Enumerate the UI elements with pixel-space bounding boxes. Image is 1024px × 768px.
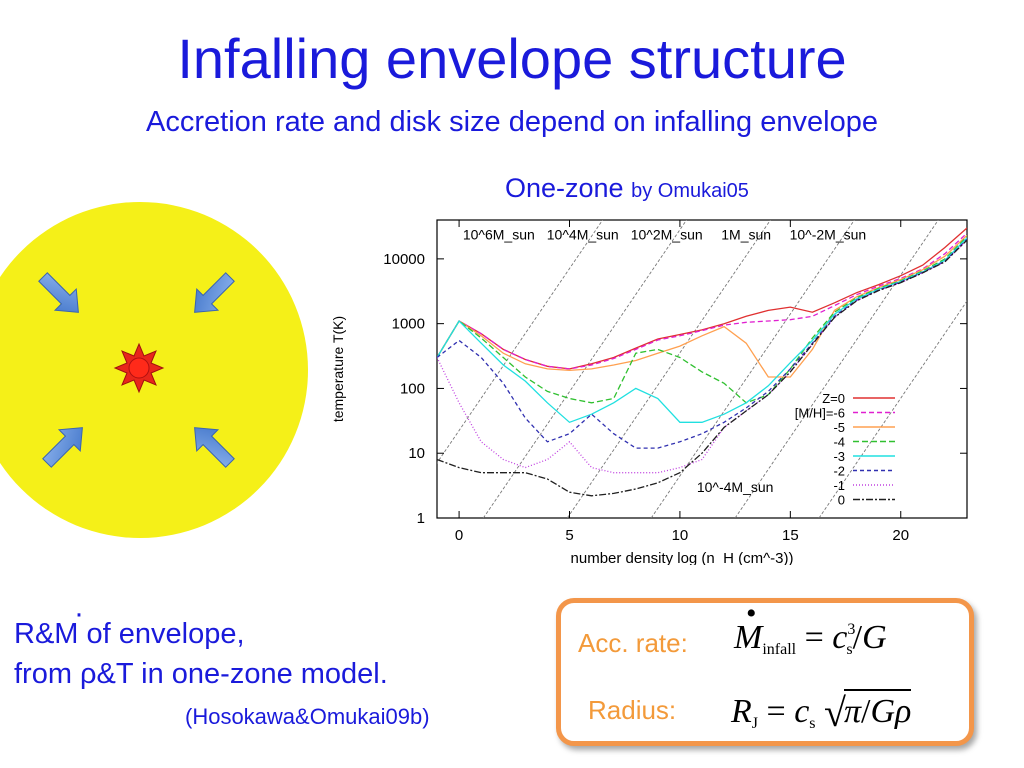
jeans-radius-equation: RJ = cs √π/Gρ xyxy=(731,689,912,735)
plot-frame xyxy=(436,219,968,519)
y-tick-label: 100 xyxy=(400,380,425,397)
series-line xyxy=(437,227,967,370)
legend-label: -1 xyxy=(833,478,845,493)
arrow-icon xyxy=(194,272,235,313)
star-icon xyxy=(113,342,165,394)
legend-label: -4 xyxy=(833,435,845,450)
jeans-mass-label: 1M_sun xyxy=(721,226,771,242)
x-tick-label: 0 xyxy=(455,527,463,544)
legend-label: -2 xyxy=(833,464,845,479)
legend-label: Z=0 xyxy=(822,391,845,406)
description-line-1: R&M of envelope, xyxy=(14,618,245,650)
one-zone-reference: by Omukai05 xyxy=(631,180,749,202)
jeans-mass-line xyxy=(734,220,939,518)
citation: (Hosokawa&Omukai09b) xyxy=(185,704,430,729)
legend-label: -3 xyxy=(833,449,845,464)
y-axis-label: temperature T(K) xyxy=(330,316,346,422)
jeans-mass-label: 10^-4M_sun xyxy=(697,479,774,495)
jeans-mass-label: 10^6M_sun xyxy=(463,226,535,242)
temperature-density-chart: 0 5 10 15 20 1 10 100 1000 10000 number density lo… xyxy=(330,219,968,565)
jeans-mass-label: 10^-2M_sun xyxy=(790,226,867,242)
x-axis-label: number density log (n_H (cm^-3)) xyxy=(571,550,794,565)
legend-label: [M/H]=-6 xyxy=(795,406,845,421)
x-tick-label: 5 xyxy=(565,527,573,544)
y-tick-label: 1000 xyxy=(392,316,425,333)
envelope-diagram xyxy=(0,202,308,538)
slide-title: Infalling envelope structure xyxy=(177,27,847,90)
legend-label: 0 xyxy=(838,493,845,508)
series-line xyxy=(437,237,967,424)
slide-subtitle: Accretion rate and disk size depend on i… xyxy=(146,106,878,138)
arrow-icon xyxy=(194,427,235,468)
description-line-2: from ρ&T in one-zone model. xyxy=(14,658,388,690)
series-line xyxy=(437,239,967,474)
jeans-mass-label: 10^2M_sun xyxy=(631,226,703,242)
chart-caption: One-zone by Omukai05 xyxy=(505,170,749,209)
arrow-icon xyxy=(38,272,79,313)
x-tick-label: 20 xyxy=(892,527,909,544)
jeans-mass-line xyxy=(566,220,771,518)
accretion-rate-equation: • Minfall = c3s/G xyxy=(734,597,887,658)
series-line xyxy=(437,234,967,378)
mdot-dot: · xyxy=(74,597,84,630)
legend-label: -5 xyxy=(833,420,845,435)
y-tick-label: 1 xyxy=(417,510,425,527)
y-tick-label: 10000 xyxy=(383,251,425,268)
acc-rate-label: Acc. rate: xyxy=(578,628,688,658)
y-tick-label: 10 xyxy=(408,445,425,462)
series-line xyxy=(437,236,967,404)
one-zone-label: One-zone xyxy=(505,173,624,203)
jeans-mass-label: 10^4M_sun xyxy=(547,226,619,242)
jeans-mass-line xyxy=(437,220,603,464)
x-tick-label: 10 xyxy=(672,527,689,544)
envelope-description: · R&M of envelope, from ρ&T in one-zone … xyxy=(14,597,388,694)
arrow-icon xyxy=(42,427,83,468)
radius-label: Radius: xyxy=(588,695,677,725)
jeans-mass-line xyxy=(818,300,967,518)
formula-box: Acc. rate: Radius: • Minfall = c3s/G RJ … xyxy=(556,597,974,746)
x-tick-label: 15 xyxy=(782,527,799,544)
series-line xyxy=(437,239,967,497)
